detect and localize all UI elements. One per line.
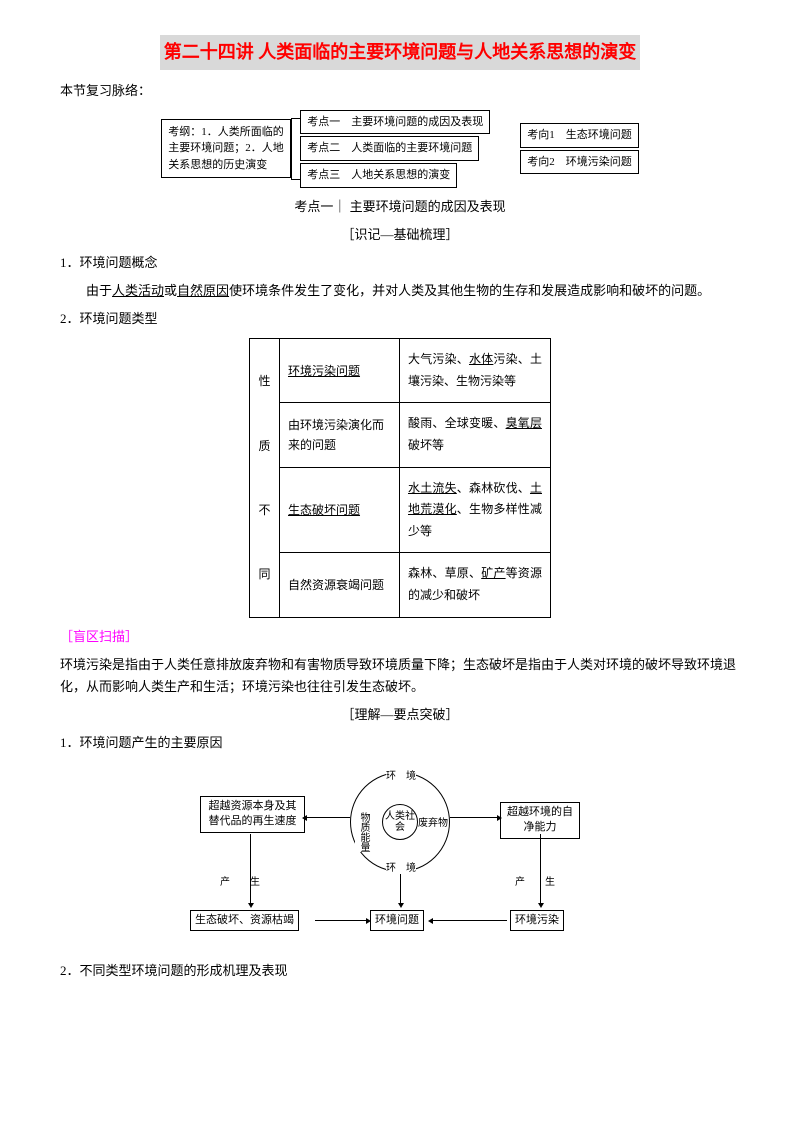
d1-mid-2: 考点二 人类面临的主要环境问题 [300,136,479,161]
item1-title: 1．环境问题概念 [60,252,740,274]
blind-text: 环境污染是指由于人类任意排放废弃物和有害物质导致环境质量下降；生态破坏是指由于人… [60,654,740,698]
item3-title: 1．环境问题产生的主要原因 [60,732,740,754]
item4-title: 2．不同类型环境问题的形成机理及表现 [60,960,740,982]
section1-title: 考点一｜ 主要环境问题的成因及表现 [60,196,740,218]
d1-right-2: 考向2 环境污染问题 [520,150,639,175]
d1-mid-3: 考点三 人地关系思想的演变 [300,163,457,188]
section1-sub: ［识记—基础梳理］ [60,224,740,246]
d1-right-1: 考向1 生态环境问题 [520,123,639,148]
section2-sub: ［理解—要点突破］ [60,704,740,726]
d1-left-box: 考纲：1．人类所面临的主要环境问题；2．人地关系思想的历史演变 [161,119,291,179]
diagram-types: 性 质 不 同 环境污染问题大气污染、水体污染、土壤污染、生物污染等由环境污染演… [60,338,740,617]
d1-mid-1: 考点一 主要环境问题的成因及表现 [300,110,490,135]
intro-text: 本节复习脉络： [60,80,740,102]
diagram-causes: 人类社会 环 境 环 境 物质能量 废弃物 超越资源本身及其替代品的再生速度 超… [60,762,740,952]
diagram-outline: 考纲：1．人类所面临的主要环境问题；2．人地关系思想的历史演变 考点一 主要环境… [60,110,740,188]
blind-label: ［盲区扫描］ [60,626,740,648]
page-title: 第二十四讲 人类面临的主要环境问题与人地关系思想的演变 [160,35,641,70]
item1-body: 由于人类活动或自然原因使环境条件发生了变化，并对人类及其他生物的生存和发展造成影… [60,280,740,302]
item2-title: 2．环境问题类型 [60,308,740,330]
